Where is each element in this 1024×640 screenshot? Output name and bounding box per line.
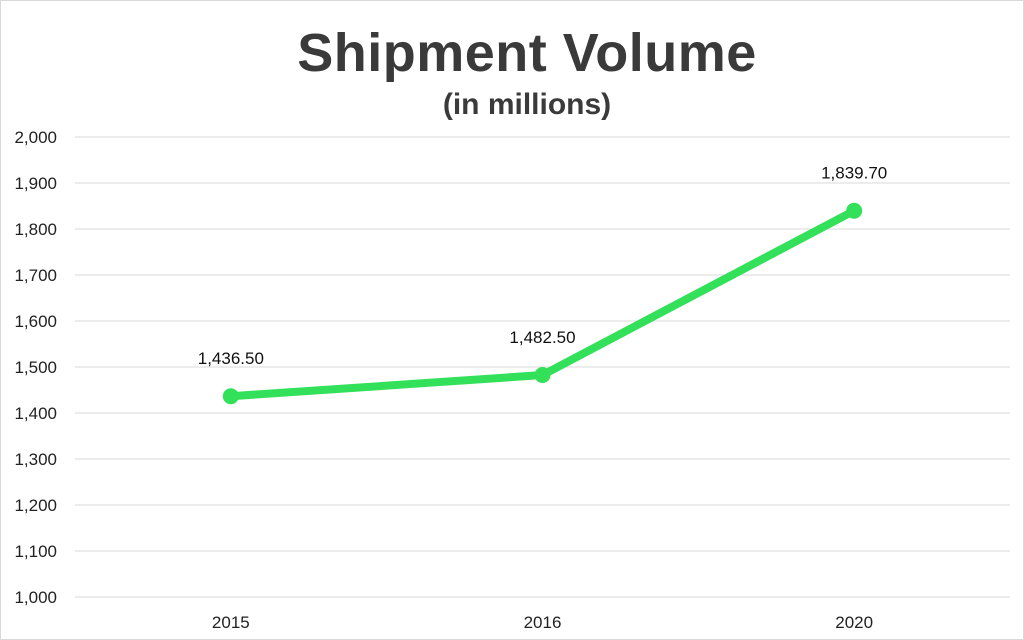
y-tick-label: 1,200 bbox=[14, 496, 57, 515]
y-tick-label: 2,000 bbox=[14, 128, 57, 147]
y-tick-label: 1,000 bbox=[14, 588, 57, 607]
y-tick-label: 1,900 bbox=[14, 174, 57, 193]
data-label: 1,436.50 bbox=[198, 349, 264, 368]
chart-title: Shipment Volume bbox=[297, 23, 757, 83]
data-label: 1,482.50 bbox=[509, 328, 575, 347]
y-tick-label: 1,800 bbox=[14, 220, 57, 239]
x-tick-label: 2015 bbox=[212, 613, 250, 632]
x-tick-label: 2016 bbox=[524, 613, 562, 632]
data-point bbox=[222, 388, 239, 405]
chart-subtitle: (in millions) bbox=[442, 88, 612, 121]
grid-lines bbox=[75, 136, 1010, 598]
y-axis-tick-labels: 1,000 1,100 1,200 1,300 1,400 1,500 1,600 1,700… bbox=[14, 128, 57, 607]
y-tick-label: 1,300 bbox=[14, 450, 57, 469]
x-tick-label: 2020 bbox=[835, 613, 873, 632]
data-label: 1,839.70 bbox=[821, 164, 887, 183]
y-tick-label: 1,700 bbox=[14, 266, 57, 285]
data-point bbox=[534, 367, 551, 384]
data-labels: 1,436.50 1,482.50 1,839.70 bbox=[198, 164, 888, 368]
y-tick-label: 1,500 bbox=[14, 358, 57, 377]
x-axis-tick-labels: 2015 2016 2020 bbox=[212, 613, 873, 632]
data-points bbox=[222, 202, 863, 405]
y-tick-label: 1,100 bbox=[14, 542, 57, 561]
y-tick-label: 1,400 bbox=[14, 404, 57, 423]
data-point bbox=[846, 202, 863, 219]
y-tick-label: 1,600 bbox=[14, 312, 57, 331]
